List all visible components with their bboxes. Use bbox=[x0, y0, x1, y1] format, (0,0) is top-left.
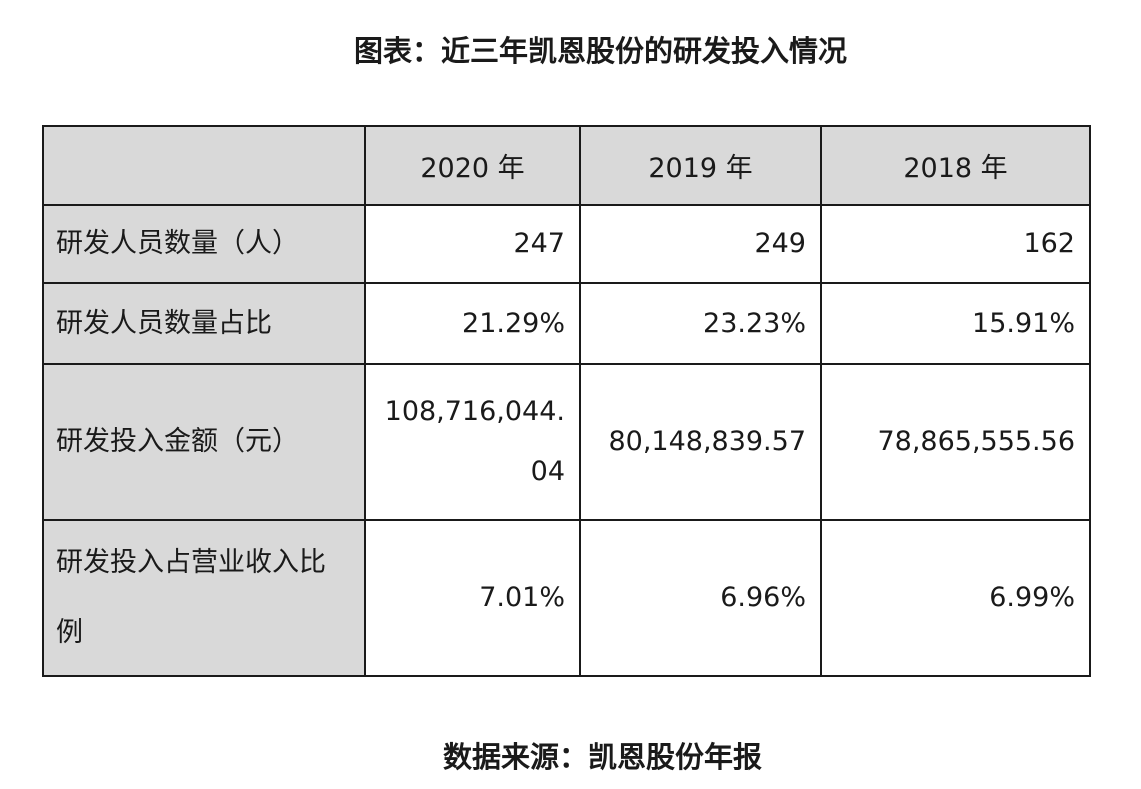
table-cell: 162 bbox=[820, 204, 1091, 284]
table-cell: 21.29% bbox=[364, 282, 581, 365]
table-header-row: 2020 年 2019 年 2018 年 bbox=[42, 125, 1091, 206]
table-cell: 78,865,555.56 bbox=[820, 363, 1091, 521]
table-cell: 108,716,044.04 bbox=[364, 363, 581, 521]
table-row: 研发投入金额（元） 108,716,044.04 80,148,839.57 7… bbox=[42, 363, 1091, 521]
row-label: 研发人员数量占比 bbox=[42, 282, 366, 365]
table-title: 图表：近三年凯恩股份的研发投入情况 bbox=[353, 34, 847, 68]
table-cell: 15.91% bbox=[820, 282, 1091, 365]
table-cell: 6.96% bbox=[579, 519, 822, 677]
source-note: 数据来源：凯恩股份年报 bbox=[442, 740, 762, 774]
table-cell: 80,148,839.57 bbox=[579, 363, 822, 521]
table-row: 研发人员数量占比 21.29% 23.23% 15.91% bbox=[42, 282, 1091, 365]
header-year-2018: 2018 年 bbox=[820, 125, 1091, 206]
header-year-2020: 2020 年 bbox=[364, 125, 581, 206]
row-label: 研发人员数量（人） bbox=[42, 204, 366, 284]
row-label: 研发投入占营业收入比例 bbox=[42, 519, 366, 677]
table-cell: 247 bbox=[364, 204, 581, 284]
header-corner-cell bbox=[42, 125, 366, 206]
table-row: 研发人员数量（人） 247 249 162 bbox=[42, 204, 1091, 284]
table-cell: 249 bbox=[579, 204, 822, 284]
table-cell: 23.23% bbox=[579, 282, 822, 365]
table-cell: 7.01% bbox=[364, 519, 581, 677]
rd-investment-table: 2020 年 2019 年 2018 年 研发人员数量（人） 247 249 1… bbox=[42, 125, 1091, 677]
table-cell: 6.99% bbox=[820, 519, 1091, 677]
table-row: 研发投入占营业收入比例 7.01% 6.96% 6.99% bbox=[42, 519, 1091, 677]
header-year-2019: 2019 年 bbox=[579, 125, 822, 206]
row-label: 研发投入金额（元） bbox=[42, 363, 366, 521]
